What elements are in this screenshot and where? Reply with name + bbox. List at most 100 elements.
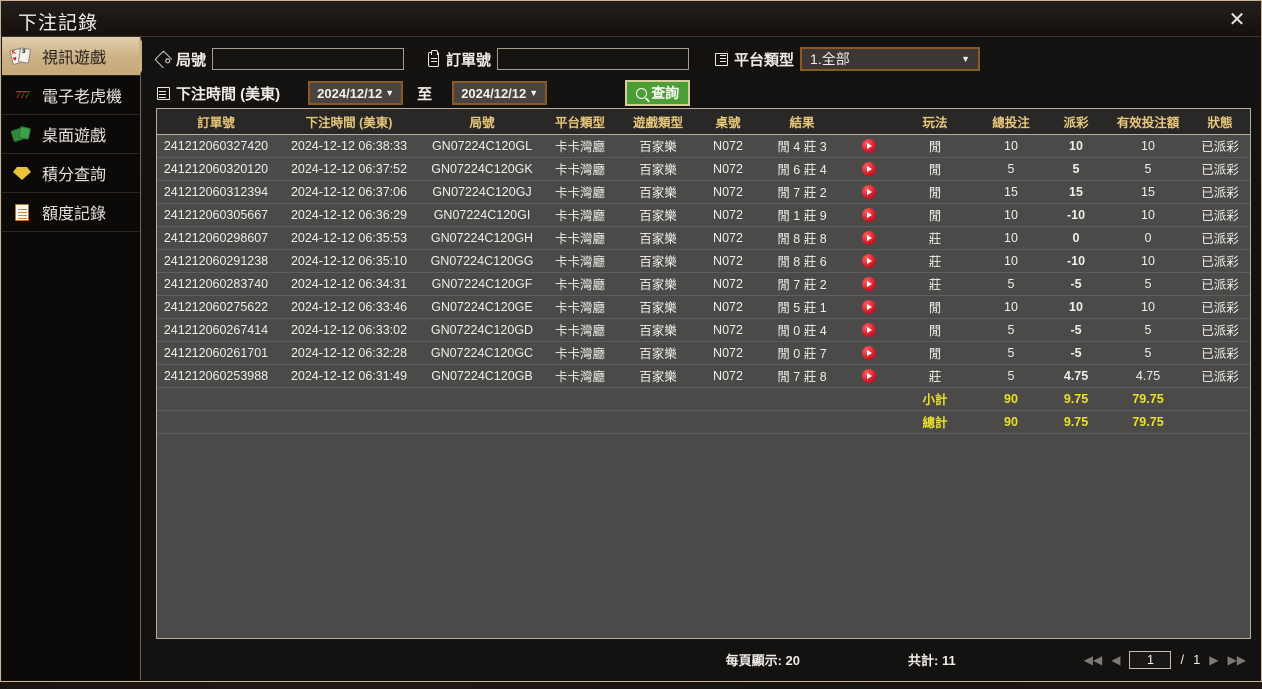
table-row[interactable]: 241212060253988 2024-12-12 06:31:49 GN0722… — [157, 364, 1250, 388]
cell-valid-bet: 10 — [1107, 203, 1189, 227]
cell-status: 已派彩 — [1189, 249, 1250, 273]
col-order-number[interactable]: 訂單號 — [157, 109, 275, 135]
sidebar-item-video-games[interactable]: K ♥ 9 視訊遊戲 — [2, 37, 152, 76]
page-number-input[interactable] — [1129, 650, 1172, 669]
close-icon[interactable]: ✕ — [1228, 7, 1246, 31]
col-game-type[interactable]: 遊戲類型 — [619, 109, 697, 135]
cell-total-bet: 5 — [977, 364, 1045, 388]
sidebar-item-credit-record[interactable]: 額度記錄 — [2, 193, 140, 232]
table-footer: 每頁顯示: 20 共計: 11 ◀◀ ◀ / 1 ▶ ▶▶ — [142, 639, 1260, 680]
cell-bet-time: 2024-12-12 06:38:33 — [275, 134, 423, 158]
play-replay-icon[interactable] — [862, 322, 876, 337]
cell-game-type: 百家樂 — [619, 226, 697, 250]
cell-table-number: N072 — [697, 203, 759, 227]
sidebar-item-slots[interactable]: 777 電子老虎機 — [2, 76, 140, 115]
play-replay-icon[interactable] — [862, 230, 876, 245]
cell-platform-type: 卡卡灣廳 — [541, 364, 619, 388]
cell-filler — [697, 433, 759, 638]
cell-result: 閒 1 莊 9 — [759, 203, 845, 227]
cell-payout: 4.75 — [1045, 364, 1107, 388]
order-number-label: 訂單號 — [426, 49, 491, 70]
table-row[interactable]: 241212060291238 2024-12-12 06:35:10 GN0722… — [157, 249, 1250, 273]
play-replay-icon[interactable] — [862, 368, 876, 383]
cell-platform-type: 卡卡灣廳 — [541, 203, 619, 227]
play-replay-icon[interactable] — [862, 345, 876, 360]
search-button[interactable]: 查詢 — [625, 80, 691, 106]
col-round-number[interactable]: 局號 — [423, 109, 541, 135]
cell-result: 閒 0 莊 4 — [759, 318, 845, 342]
table-row[interactable]: 241212060298607 2024-12-12 06:35:53 GN0722… — [157, 226, 1250, 250]
cell-round-number: GN07224C120GC — [423, 341, 541, 365]
prev-page-icon[interactable]: ◀ — [1111, 652, 1121, 667]
col-payout[interactable]: 派彩 — [1045, 109, 1107, 135]
play-replay-icon[interactable] — [862, 184, 876, 199]
total-count-display: 共計: 11 — [908, 650, 956, 669]
cell-platform-type: 卡卡灣廳 — [541, 134, 619, 158]
round-number-input[interactable] — [212, 48, 405, 70]
table-row[interactable]: 241212060275622 2024-12-12 06:33:46 GN0722… — [157, 295, 1250, 319]
col-table-number[interactable]: 桌號 — [697, 109, 759, 135]
cell-empty — [541, 387, 619, 411]
sidebar-item-table-games[interactable]: 桌面遊戲 — [2, 115, 140, 154]
play-replay-icon[interactable] — [862, 253, 876, 268]
col-total-bet[interactable]: 總投注 — [977, 109, 1045, 135]
cell-empty — [697, 387, 759, 411]
cell-platform-type: 卡卡灣廳 — [541, 272, 619, 296]
table-row[interactable]: 241212060305667 2024-12-12 06:36:29 GN0722… — [157, 203, 1250, 227]
play-replay-icon[interactable] — [862, 138, 876, 153]
table-row[interactable]: 241212060327420 2024-12-12 06:38:33 GN0722… — [157, 134, 1250, 158]
play-replay-icon[interactable] — [862, 299, 876, 314]
cell-result: 閒 0 莊 7 — [759, 341, 845, 365]
cell-result: 閒 8 莊 6 — [759, 249, 845, 273]
cell-empty — [1189, 387, 1250, 411]
next-page-icon[interactable]: ▶ — [1209, 652, 1219, 667]
cell-play-type: 閒 — [893, 203, 977, 227]
chevron-down-icon: ▼ — [529, 88, 539, 98]
sidebar-item-points-query[interactable]: 積分查詢 — [2, 154, 140, 193]
table-row[interactable]: 241212060261701 2024-12-12 06:32:28 GN0722… — [157, 341, 1250, 365]
cell-replay — [845, 157, 893, 181]
cell-payout: -5 — [1045, 341, 1107, 365]
cell-valid-bet: 0 — [1107, 226, 1189, 250]
date-from-picker[interactable]: 2024/12/12 ▼ — [308, 81, 404, 105]
cell-round-number: GN07224C120GD — [423, 318, 541, 342]
play-replay-icon[interactable] — [862, 161, 876, 176]
bet-records-table-container[interactable]: 訂單號 下注時間 (美東) 局號 平台類型 遊戲類型 桌號 結果 玩法 總投注 … — [156, 108, 1251, 639]
col-platform-type[interactable]: 平台類型 — [541, 109, 619, 135]
col-valid-bet[interactable]: 有效投注額 — [1107, 109, 1189, 135]
date-to-picker[interactable]: 2024/12/12 ▼ — [452, 81, 548, 105]
cell-platform-type: 卡卡灣廳 — [541, 341, 619, 365]
table-row[interactable]: 241212060283740 2024-12-12 06:34:31 GN0722… — [157, 272, 1250, 296]
cell-play-type: 莊 — [893, 364, 977, 388]
order-number-input[interactable] — [497, 48, 690, 70]
play-replay-icon[interactable] — [862, 207, 876, 222]
col-bet-time[interactable]: 下注時間 (美東) — [275, 109, 423, 135]
col-play-type[interactable]: 玩法 — [893, 109, 977, 135]
cell-filler — [977, 433, 1045, 638]
platform-type-select[interactable]: 1.全部 ▼ — [800, 47, 981, 71]
page-separator: / — [1180, 652, 1185, 667]
first-page-icon[interactable]: ◀◀ — [1083, 652, 1103, 667]
search-icon — [636, 87, 648, 99]
col-status[interactable]: 狀態 — [1189, 109, 1250, 135]
last-page-icon[interactable]: ▶▶ — [1227, 652, 1246, 667]
table-row[interactable]: 241212060320120 2024-12-12 06:37:52 GN0722… — [157, 157, 1250, 181]
table-row[interactable]: 241212060267414 2024-12-12 06:33:02 GN0722… — [157, 318, 1250, 342]
cell-result: 閒 7 莊 2 — [759, 272, 845, 296]
cell-order-number: 241212060291238 — [157, 249, 275, 273]
subtotal-row-label: 小計 — [893, 387, 977, 411]
cell-replay — [845, 226, 893, 250]
list-icon — [714, 52, 729, 67]
cell-empty — [157, 410, 275, 434]
cell-table-number: N072 — [697, 364, 759, 388]
cell-payout: -5 — [1045, 318, 1107, 342]
col-result[interactable]: 結果 — [759, 109, 845, 135]
play-replay-icon[interactable] — [862, 276, 876, 291]
cell-table-number: N072 — [697, 180, 759, 204]
cell-bet-time: 2024-12-12 06:32:28 — [275, 341, 423, 365]
cell-order-number: 241212060327420 — [157, 134, 275, 158]
table-row[interactable]: 241212060312394 2024-12-12 06:37:06 GN0722… — [157, 180, 1250, 204]
per-page-label: 每頁顯示: — [725, 653, 782, 668]
